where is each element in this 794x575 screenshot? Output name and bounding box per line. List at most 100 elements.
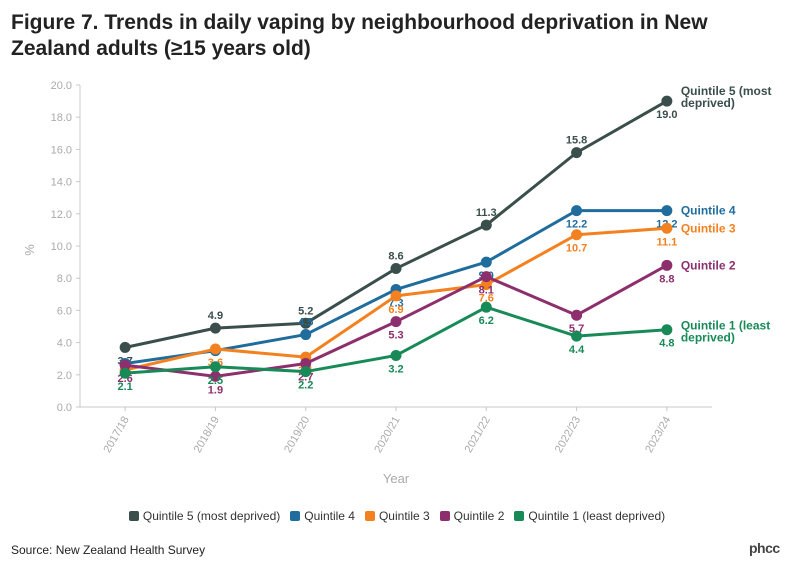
data-point: [480, 256, 492, 268]
source-note: Source: New Zealand Health Survey: [11, 543, 206, 557]
data-point: [390, 290, 402, 302]
data-point: [390, 316, 402, 328]
data-label: 7.3: [388, 297, 403, 309]
data-point: [119, 341, 131, 353]
data-point: [571, 147, 583, 159]
data-point: [661, 259, 673, 271]
legend-swatch: [364, 511, 375, 521]
series-end-label: Quintile 3: [681, 221, 736, 235]
data-point: [480, 271, 492, 283]
data-label: 5.3: [388, 330, 403, 342]
data-label: 8.8: [659, 273, 674, 285]
y-tick-label: 10.0: [51, 241, 72, 253]
x-tick-label: 2023/24: [643, 415, 673, 455]
chart-legend: Quintile 5 (most deprived) Quintile 4 Quin…: [0, 509, 794, 523]
data-point: [119, 367, 131, 379]
line-chart: 0.0 2.0 4.0 6.0 8.0 10.0 12.0 14.0 16.0 18.0 20.0 2…: [22, 80, 772, 486]
x-tick-label: 2020/21: [372, 415, 402, 455]
x-tick-label: 2018/19: [192, 415, 222, 455]
phcc-logo: phcc: [749, 540, 780, 556]
data-point: [209, 361, 221, 373]
data-label: 5.2: [298, 305, 313, 317]
x-axis-title: Year: [383, 471, 410, 486]
data-point: [480, 219, 492, 231]
legend-item: Quintile 4: [290, 509, 355, 523]
data-label: 6.2: [479, 315, 494, 327]
data-label: 1.9: [208, 384, 223, 396]
y-tick-label: 8.0: [57, 273, 72, 285]
series-end-label: Quintile 2: [681, 258, 736, 272]
data-point: [571, 229, 583, 241]
data-label: 8.6: [388, 251, 403, 263]
series-end-label: deprived): [681, 331, 735, 345]
data-label: 12.2: [566, 219, 587, 231]
data-point: [390, 349, 402, 361]
x-tick-label: 2021/22: [463, 415, 493, 455]
data-label: 10.7: [566, 243, 587, 255]
data-label: 15.8: [566, 135, 587, 147]
legend-label: Quintile 3: [378, 509, 430, 523]
y-tick-label: 0.0: [57, 402, 72, 414]
data-label: 4.5: [298, 317, 313, 329]
series-end-label: Quintile 1 (least: [681, 319, 770, 333]
legend-swatch: [290, 511, 301, 521]
data-label: 3.2: [388, 363, 403, 375]
series-end-label: deprived): [681, 96, 735, 110]
data-point: [661, 222, 673, 234]
data-point: [661, 95, 673, 107]
y-axis-title: %: [22, 244, 37, 256]
legend-swatch: [514, 511, 525, 521]
legend-item: Quintile 2: [439, 509, 505, 523]
series-end-label: Quintile 4: [681, 204, 736, 218]
data-label: 19.0: [656, 109, 677, 121]
data-point: [300, 317, 312, 329]
data-point: [119, 359, 131, 371]
data-label: 2.5: [208, 375, 223, 387]
data-label: 11.1: [656, 236, 677, 248]
legend-swatch: [439, 511, 450, 521]
data-point: [661, 324, 673, 336]
data-label: 8.1: [479, 285, 494, 297]
data-label: 2.1: [117, 381, 132, 393]
data-label: 2.2: [298, 380, 313, 392]
data-point: [300, 366, 312, 378]
data-label: 4.9: [208, 310, 223, 322]
y-tick-label: 2.0: [57, 370, 72, 382]
legend-item: Quintile 3: [364, 509, 430, 523]
data-label: 11.3: [476, 207, 497, 219]
data-point: [571, 330, 583, 342]
data-point: [300, 329, 312, 341]
data-point: [661, 205, 673, 217]
legend-label: Quintile 2: [453, 509, 505, 523]
data-point: [571, 309, 583, 321]
legend-swatch: [128, 511, 139, 521]
x-tick-label: 2022/23: [553, 415, 583, 455]
data-label: 7.6: [479, 293, 494, 305]
x-tick-label: 2019/20: [282, 415, 312, 455]
data-point: [480, 301, 492, 313]
y-tick-label: 16.0: [51, 144, 72, 156]
series-end-label: Quintile 5 (most: [681, 84, 772, 98]
data-point: [571, 205, 583, 217]
chart-title: Figure 7. Trends in daily vaping by neig…: [11, 11, 708, 60]
legend-label: Quintile 4: [304, 509, 355, 523]
y-tick-label: 4.0: [57, 338, 72, 350]
data-label: 4.4: [569, 344, 585, 356]
data-point: [209, 322, 221, 334]
data-point: [300, 358, 312, 370]
data-point: [390, 263, 402, 275]
legend-label: Quintile 1 (least deprived): [528, 509, 666, 523]
y-tick-label: 18.0: [51, 112, 72, 124]
data-point: [480, 279, 492, 291]
y-tick-label: 12.0: [51, 209, 72, 221]
data-label: 4.8: [659, 338, 674, 350]
data-point: [209, 343, 221, 355]
y-tick-label: 6.0: [57, 305, 72, 317]
y-tick-label: 20.0: [51, 80, 72, 92]
data-point: [209, 370, 221, 382]
y-tick-label: 14.0: [51, 177, 72, 189]
x-tick-label: 2017/18: [101, 415, 131, 455]
legend-item: Quintile 5 (most deprived): [128, 509, 280, 523]
data-label: 6.9: [388, 304, 403, 316]
legend-item: Quintile 1 (least deprived): [514, 509, 665, 523]
